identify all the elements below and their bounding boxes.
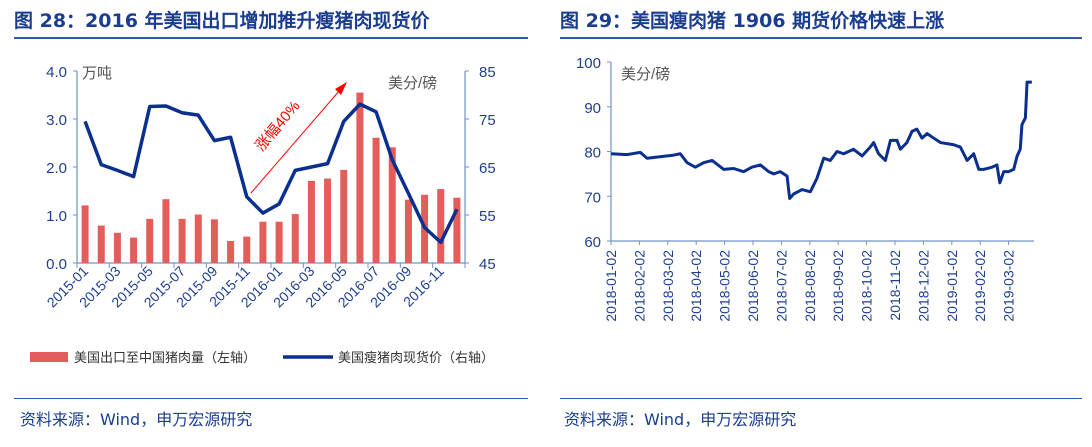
right-chart-x-tick-label: 2018-03-02: [660, 250, 676, 322]
left-title-underline: [14, 37, 528, 39]
export-volume-bar: [146, 218, 154, 263]
right-chart-x-tick-label: 2018-08-02: [802, 250, 818, 322]
arrow-head-icon: [335, 82, 347, 95]
right-chart-x-tick-label: 2019-02-02: [972, 250, 988, 322]
right-chart-x-tick-label: 2018-12-02: [915, 250, 931, 322]
export-volume-bar: [227, 240, 235, 263]
right-y-tick-label: 65: [479, 160, 496, 177]
right-y-tick-label: 45: [479, 256, 496, 273]
lean-hog-spot-price-line: [83, 102, 459, 245]
right-y-axis-unit: 美分/磅: [388, 75, 437, 92]
export-volume-bar: [81, 205, 89, 263]
left-y-tick-label: 0.0: [46, 256, 67, 273]
export-volume-bar: [307, 180, 315, 263]
legend-bar-swatch: [30, 352, 68, 362]
export-volume-bar: [243, 236, 251, 263]
right-chart-y-tick-label: 100: [576, 55, 601, 72]
left-y-axis-unit: 万吨: [82, 65, 112, 82]
export-volume-bar: [453, 197, 461, 263]
export-volume-bar: [291, 214, 299, 263]
export-volume-bar: [194, 214, 202, 263]
right-chart-y-tick-label: 60: [584, 234, 601, 251]
export-volume-bar: [113, 232, 121, 263]
export-volume-bar: [130, 237, 138, 263]
lean-hog-futures-price-line: [610, 80, 1032, 200]
export-volume-bar: [275, 221, 283, 263]
left-source-note: 资料来源：Wind，申万宏源研究: [20, 410, 253, 429]
export-volume-bar: [259, 221, 267, 263]
export-volume-bar: [178, 218, 186, 263]
left-y-tick-label: 3.0: [46, 112, 67, 129]
left-chart-title: 图 28：2016 年美国出口增加推升瘦猪肉现货价: [14, 10, 430, 32]
export-volume-bar: [324, 178, 332, 263]
right-chart-x-tick-label: 2019-01-02: [944, 250, 960, 322]
export-volume-bar: [162, 199, 170, 263]
left-y-tick-label: 4.0: [46, 64, 67, 81]
right-chart-x-tick-label: 2018-01-02: [603, 250, 619, 322]
right-chart-y-tick-label: 90: [584, 100, 601, 117]
increase-annotation: 涨幅40%: [252, 98, 304, 155]
export-volume-bar: [437, 189, 445, 263]
right-chart-x-tick-label: 2018-02-02: [631, 250, 647, 322]
left-y-tick-label: 2.0: [46, 160, 67, 177]
export-volume-bar: [340, 169, 348, 263]
right-y-tick-label: 75: [479, 112, 496, 129]
right-chart-x-tick-label: 2018-04-02: [688, 250, 704, 322]
right-chart-y-tick-label: 80: [584, 145, 601, 162]
export-volume-bar: [372, 137, 380, 263]
export-volume-bar: [388, 147, 396, 263]
right-chart-title: 图 29：美国瘦肉猪 1906 期货价格快速上涨: [560, 10, 945, 32]
increase-arrow: [250, 89, 341, 194]
right-chart-x-tick-label: 2018-05-02: [717, 250, 733, 322]
export-volume-bar: [97, 225, 105, 263]
export-volume-bar: [356, 92, 364, 263]
right-chart-x-tick-label: 2018-11-02: [887, 250, 903, 321]
export-volume-bar: [210, 219, 218, 263]
export-volume-bar: [404, 199, 412, 263]
right-chart-x-tick-label: 2018-09-02: [830, 250, 846, 322]
right-y-tick-label: 55: [479, 208, 496, 225]
right-title-underline: [560, 37, 1082, 39]
right-chart-x-tick-label: 2019-03-02: [1001, 250, 1017, 322]
legend-line-label: 美国瘦猪肉现货价（右轴）: [338, 350, 494, 365]
right-chart-y-unit: 美分/磅: [621, 66, 670, 83]
right-source-note: 资料来源：Wind，申万宏源研究: [564, 410, 797, 429]
right-chart-x-tick-label: 2018-07-02: [773, 250, 789, 322]
right-chart-x-tick-label: 2018-10-02: [859, 250, 875, 322]
legend-bar-label: 美国出口至中国猪肉量（左轴）: [74, 350, 256, 365]
right-chart-x-tick-label: 2018-06-02: [745, 250, 761, 322]
left-footer-rule: [14, 398, 528, 399]
left-y-tick-label: 1.0: [46, 208, 67, 225]
right-chart-y-tick-label: 70: [584, 189, 601, 206]
right-y-tick-label: 85: [479, 64, 496, 81]
right-footer-rule: [560, 398, 1082, 399]
